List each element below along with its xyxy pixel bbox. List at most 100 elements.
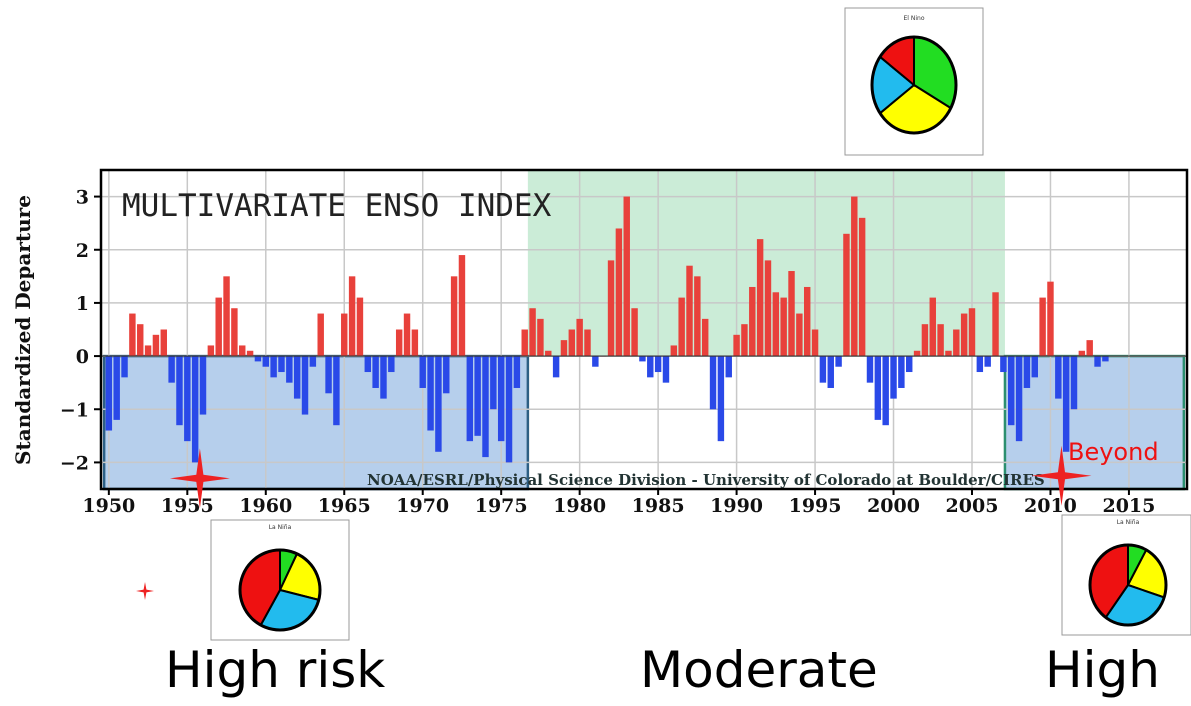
bar-1952.5 — [144, 345, 152, 357]
bar-1983 — [623, 196, 630, 357]
bar-2000.5 — [898, 356, 905, 388]
bar-1992 — [764, 260, 772, 357]
bar-1976 — [513, 356, 521, 388]
bar-1959 — [246, 350, 254, 357]
bar-2005 — [968, 308, 976, 357]
bar-2002 — [921, 324, 929, 357]
inset-el-nino: El Nino — [844, 7, 984, 156]
bar-1966.5 — [364, 356, 372, 373]
bar-1999.5 — [882, 356, 889, 426]
x-tick-label-1970: 1970 — [396, 495, 449, 517]
y-tick-label--1: −1 — [60, 399, 89, 421]
bar-1954 — [168, 356, 175, 383]
pie-outline — [1088, 543, 1168, 627]
bar-1988.5 — [709, 356, 717, 410]
x-tick-label-2000: 2000 — [867, 495, 920, 517]
bar-1965 — [341, 313, 348, 357]
bar-1976.5 — [521, 329, 528, 357]
bar-2012 — [1078, 350, 1086, 357]
small-star-icon — [136, 582, 154, 600]
bar-1997.5 — [851, 196, 858, 357]
bar-1979.5 — [568, 329, 576, 357]
bar-2007.5 — [1008, 356, 1015, 426]
bar-1980.5 — [584, 329, 591, 357]
bar-1982.5 — [615, 228, 623, 357]
bar-1955 — [184, 356, 191, 442]
bar-1955.5 — [191, 356, 199, 463]
bar-1964.5 — [333, 356, 340, 426]
bar-1994 — [796, 313, 803, 357]
bar-1956.5 — [207, 345, 215, 357]
plot-frame — [99, 168, 1189, 491]
bar-1960 — [262, 356, 270, 367]
inset-la-nina-left: La Niña — [210, 519, 350, 641]
bar-1953 — [152, 334, 160, 357]
bar-1987 — [686, 265, 693, 357]
bar-1978.5 — [552, 356, 560, 378]
bar-2011.5 — [1070, 356, 1078, 410]
chart-title: MULTIVARIATE ENSO INDEX — [122, 188, 552, 224]
enso-bars — [101, 196, 1187, 463]
bar-1969 — [403, 313, 411, 357]
x-tick-label-1955: 1955 — [161, 495, 214, 517]
x-tick-label-2010: 2010 — [1024, 495, 1077, 517]
bar-1982 — [607, 260, 615, 357]
bar-1971 — [435, 356, 442, 452]
bar-2002.5 — [929, 297, 936, 357]
x-tick-label-1965: 1965 — [318, 495, 371, 517]
bar-1965.5 — [348, 276, 356, 357]
bar-2009.5 — [1039, 297, 1046, 357]
bar-1953.5 — [160, 329, 167, 357]
bar-1966 — [356, 297, 364, 357]
bar-2005.5 — [976, 356, 984, 373]
caption-high: High — [1045, 641, 1160, 699]
bar-2009 — [1031, 356, 1038, 378]
bar-2010.5 — [1055, 356, 1062, 399]
bar-1968.5 — [395, 329, 403, 357]
bar-1996.5 — [835, 356, 842, 367]
bar-1963 — [309, 356, 317, 367]
y-tick-label-2: 2 — [76, 240, 89, 262]
bar-1993.5 — [788, 271, 795, 357]
y-tick-label--2: −2 — [60, 452, 89, 474]
x-tick-label-1980: 1980 — [553, 495, 606, 517]
bar-2004 — [953, 329, 960, 357]
bar-1999 — [874, 356, 882, 420]
bar-2013 — [1094, 356, 1101, 367]
pie-outline — [870, 35, 958, 135]
x-tick-label-1975: 1975 — [475, 495, 528, 517]
bar-1951.5 — [129, 313, 136, 357]
y-tick-label-0: 0 — [76, 346, 89, 368]
credit-line: NOAA/ESRL/Physical Science Division - Un… — [367, 471, 1045, 489]
x-tick-label-1960: 1960 — [239, 495, 292, 517]
y-axis-label: Standardized Departure — [11, 195, 35, 465]
bar-1996 — [827, 356, 834, 388]
bar-1989.5 — [725, 356, 732, 378]
y-tick-label-1: 1 — [76, 293, 89, 315]
bar-1987.5 — [694, 276, 701, 357]
bar-1983.5 — [631, 308, 638, 357]
bar-1970 — [419, 356, 426, 388]
bar-1974.5 — [490, 356, 497, 410]
bar-2003.5 — [945, 350, 952, 357]
x-axis-ticks: 1950 1955 1960 1965 1970 1975 1980 1985 1990 1995… — [82, 489, 1155, 517]
bar-1950 — [105, 356, 113, 431]
bar-1971.5 — [443, 356, 450, 394]
bar-2006.5 — [992, 292, 999, 357]
bar-2001 — [906, 356, 913, 373]
bar-1952 — [137, 324, 144, 357]
bar-1972 — [450, 276, 458, 357]
x-tick-label-1990: 1990 — [710, 495, 763, 517]
bar-1970.5 — [427, 356, 434, 431]
bar-1993 — [780, 297, 787, 357]
inset-la-nina-right: La Niña — [1061, 514, 1191, 636]
pie-outline — [238, 548, 322, 632]
bar-1998.5 — [866, 356, 874, 383]
x-tick-label-2015: 2015 — [1102, 495, 1155, 517]
bar-1968 — [388, 356, 395, 373]
y-axis-ticks: −2 −1 0 1 2 3 — [60, 187, 101, 474]
bar-2007 — [1000, 356, 1007, 373]
bar-1984 — [639, 356, 646, 362]
star-markers — [169, 445, 1092, 509]
